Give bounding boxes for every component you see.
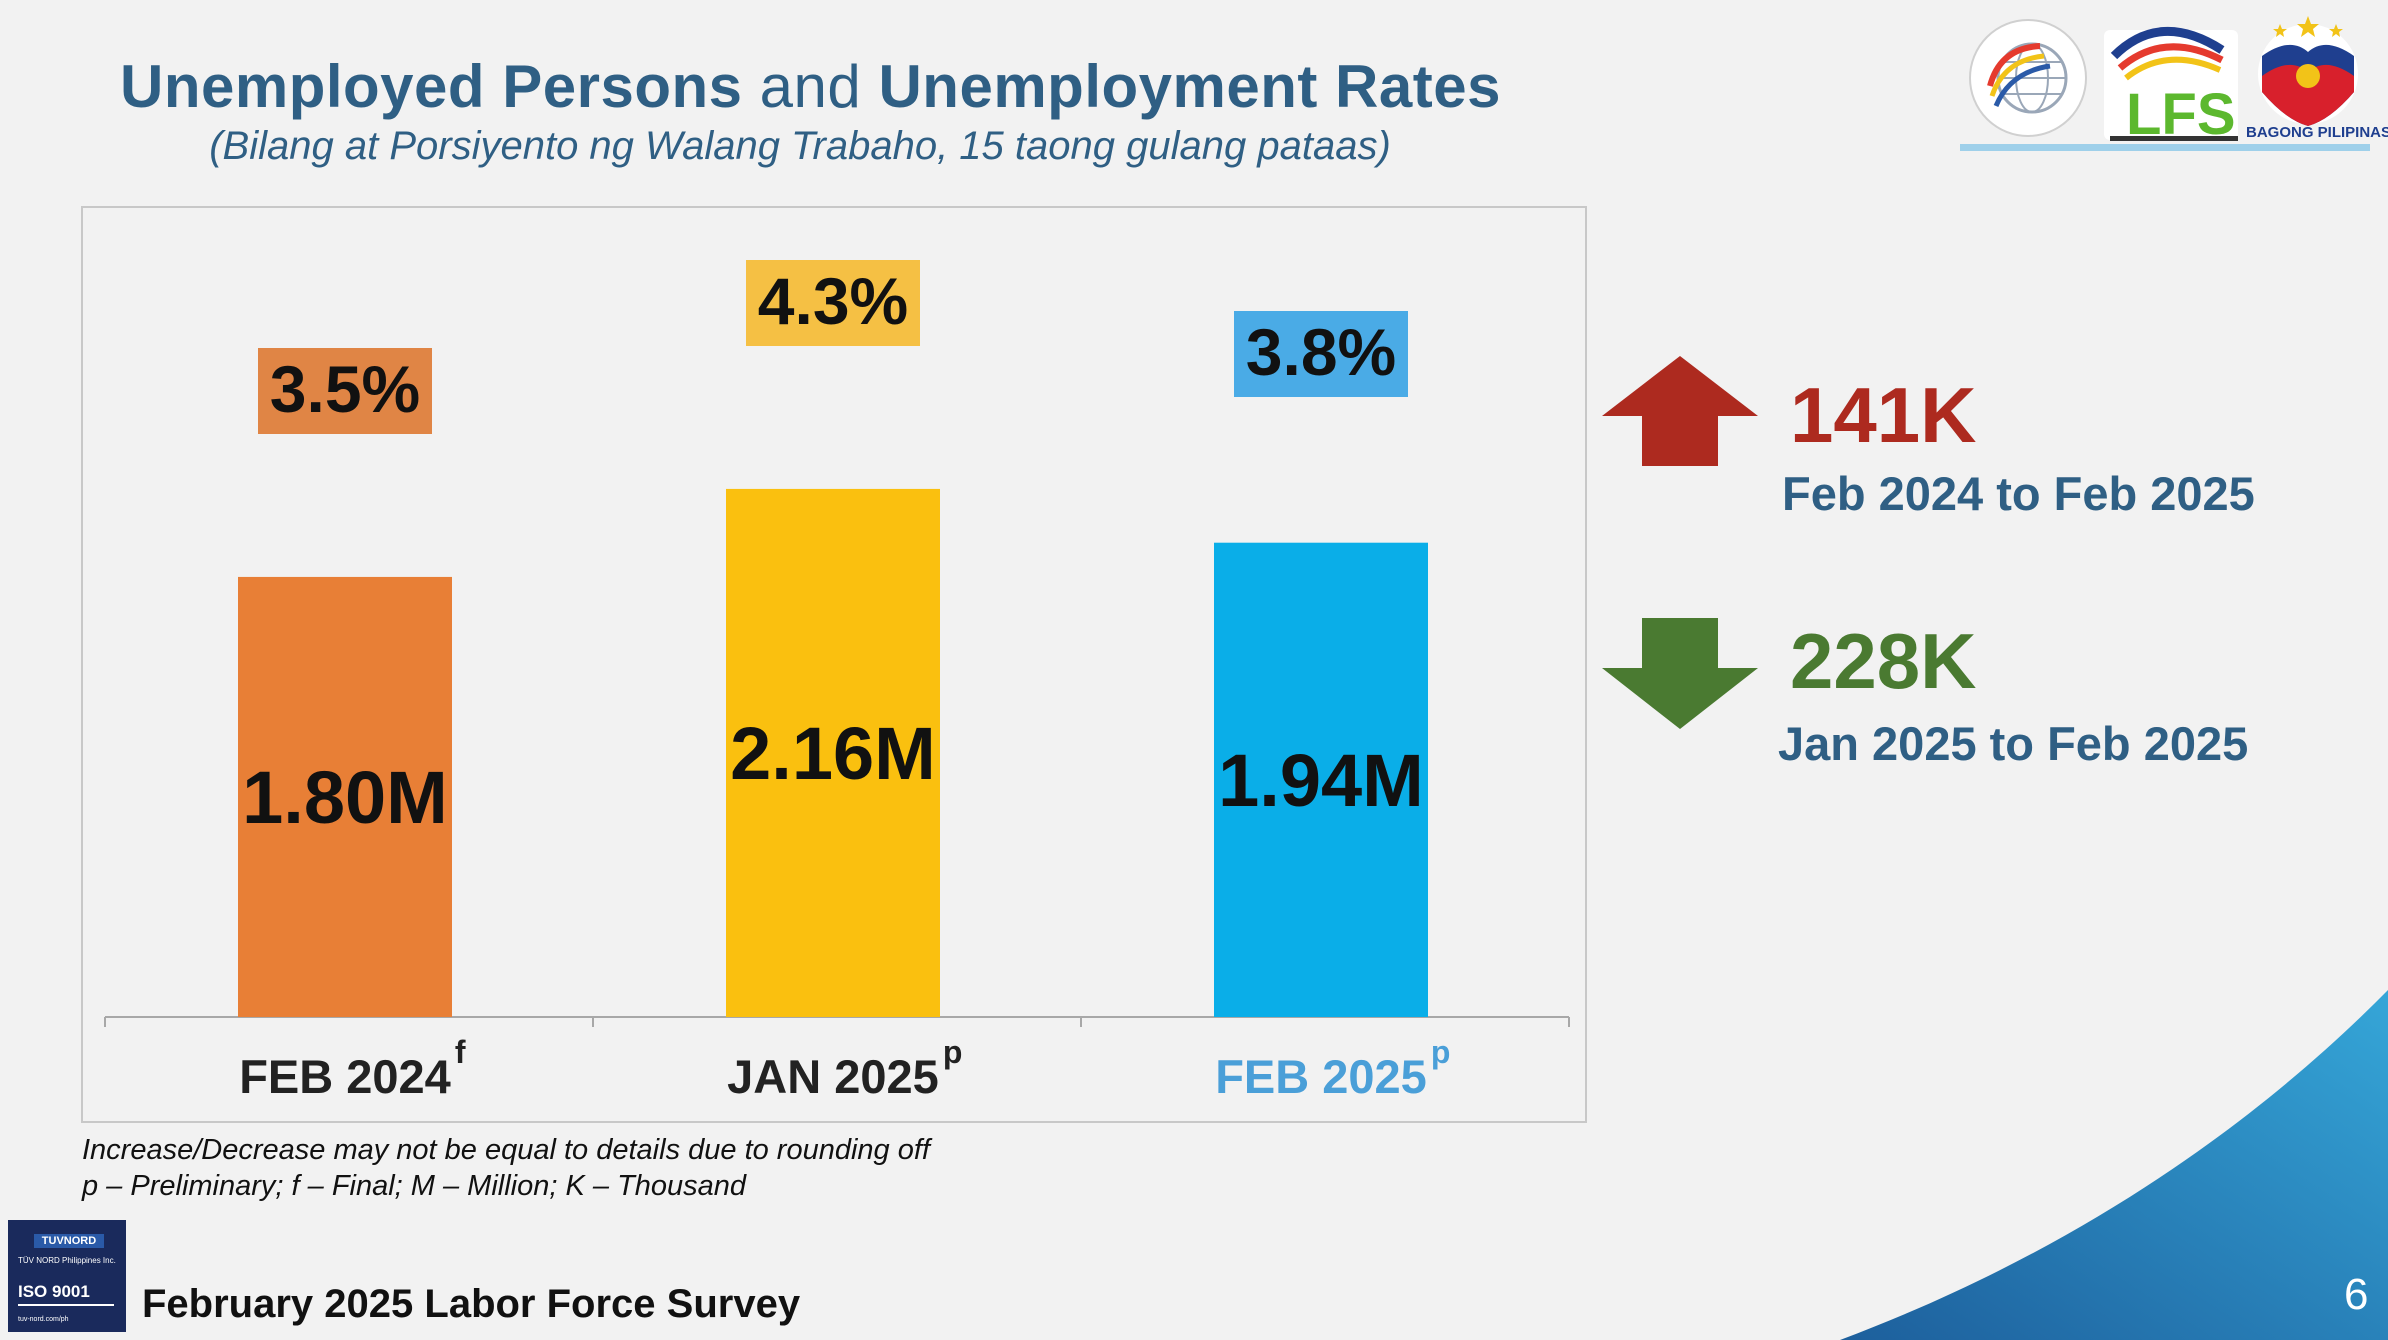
title-connector: and bbox=[742, 53, 879, 120]
x-tick-label-3: FEB 2025 bbox=[1215, 1050, 1427, 1103]
x-tick-superscript-3: p bbox=[1431, 1034, 1451, 1070]
logo-group: LFS BAGONG PILIPINAS bbox=[1960, 16, 2388, 166]
tuv-url: tuv-nord.com/ph bbox=[18, 1316, 69, 1323]
logos-svg: LFS bbox=[1969, 16, 2358, 147]
rate-badge-3 bbox=[1234, 311, 1408, 397]
badge-divider bbox=[18, 1304, 114, 1306]
rate-label-3: 3.8% bbox=[1246, 315, 1396, 389]
survey-title: February 2025 Labor Force Survey bbox=[142, 1282, 801, 1326]
x-tick-label-2: JAN 2025 bbox=[727, 1050, 939, 1103]
iso-standard: ISO 9001 bbox=[18, 1282, 90, 1301]
footnote-rounding: Increase/Decrease may not be equal to de… bbox=[82, 1134, 930, 1166]
x-tick-superscript-1: f bbox=[455, 1034, 466, 1070]
arrow-up-icon bbox=[1602, 356, 1758, 466]
page-subtitle: (Bilang at Porsiyento ng Walang Trabaho,… bbox=[209, 124, 1391, 168]
footnote-legend: p – Preliminary; f – Final; M – Million;… bbox=[82, 1170, 747, 1202]
change-value-up: 141K bbox=[1790, 371, 1977, 459]
svg-text:LFS: LFS bbox=[2126, 82, 2236, 146]
logo-underline bbox=[1960, 144, 2370, 151]
tuv-sub: TÜV NORD Philippines Inc. bbox=[18, 1256, 116, 1265]
change-period-down: Jan 2025 to Feb 2025 bbox=[1778, 717, 2249, 770]
bar-3 bbox=[1214, 542, 1428, 1017]
psa-seal-icon bbox=[1969, 19, 2087, 137]
chart-panel: 1.80M 3.5% FEB 2024 f 2.16M 4.3% JAN 2025 p 1.94… bbox=[81, 206, 1587, 1123]
bar-1 bbox=[238, 576, 452, 1017]
bar-2 bbox=[726, 488, 940, 1017]
title-part-2: Unemployment Rates bbox=[878, 53, 1501, 120]
rate-badge-2 bbox=[746, 260, 920, 346]
rate-label-1: 3.5% bbox=[270, 352, 420, 426]
tuv-brand: TUVNORD bbox=[34, 1234, 104, 1248]
change-indicator-up: 141K Feb 2024 to Feb 2025 bbox=[1600, 354, 2320, 534]
footnotes: Increase/Decrease may not be equal to de… bbox=[82, 1132, 930, 1204]
bagong-pilipinas-text: BAGONG PILIPINAS bbox=[2246, 124, 2388, 141]
page-title: Unemployed Persons and Unemployment Rate… bbox=[120, 52, 1500, 121]
change-value-down: 228K bbox=[1790, 617, 1977, 705]
title-part-1: Unemployed Persons bbox=[120, 53, 743, 120]
x-tick-superscript-2: p bbox=[943, 1034, 963, 1070]
bar-value-label-3: 1.94M bbox=[1218, 739, 1424, 822]
change-indicator-down: 228K Jan 2025 to Feb 2025 bbox=[1600, 616, 2320, 796]
bar-value-label-2: 2.16M bbox=[730, 712, 936, 795]
change-period-up: Feb 2024 to Feb 2025 bbox=[1782, 467, 2255, 520]
arrow-down-icon bbox=[1602, 618, 1758, 729]
lfs-logo-icon: LFS bbox=[2104, 27, 2238, 147]
rate-label-2: 4.3% bbox=[758, 264, 908, 338]
bagong-pilipinas-logo-icon bbox=[2258, 16, 2358, 127]
x-tick-label-1: FEB 2024 bbox=[239, 1050, 451, 1103]
iso-certification-badge: TUVNORD TÜV NORD Philippines Inc. ISO 90… bbox=[8, 1220, 126, 1332]
bar-value-label-1: 1.80M bbox=[242, 756, 448, 839]
page-number: 6 bbox=[2344, 1270, 2369, 1319]
rate-badge-1 bbox=[258, 348, 432, 434]
